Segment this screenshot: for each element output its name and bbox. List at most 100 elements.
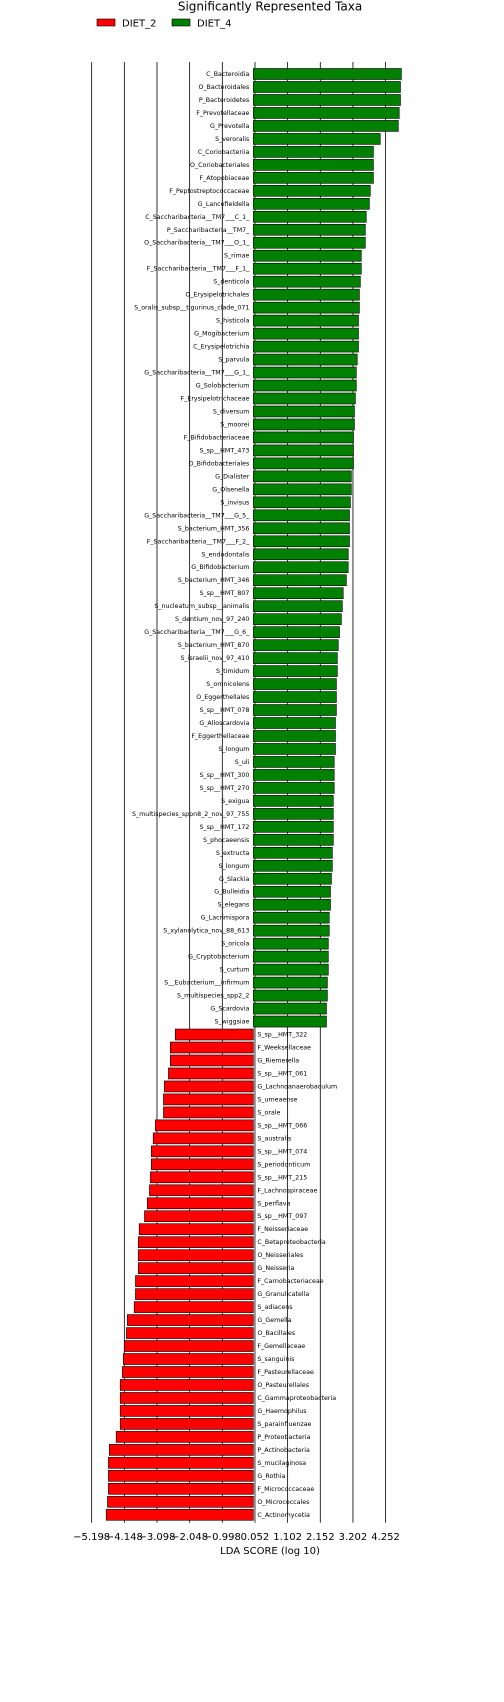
category-label: S_sp__HMT_807 xyxy=(199,590,249,597)
bar xyxy=(163,1106,254,1119)
bar xyxy=(253,821,334,833)
bar xyxy=(108,1470,254,1482)
bar xyxy=(253,223,366,236)
bar xyxy=(253,483,352,496)
legend-label: DIET_4 xyxy=(197,19,231,30)
x-tick-label: −4.148 xyxy=(106,1532,143,1543)
bar xyxy=(152,1132,254,1145)
x-tick-label: −3.098 xyxy=(138,1532,175,1543)
category-label: G_Haemophilus xyxy=(257,1408,306,1415)
bar xyxy=(253,548,349,561)
legend-label: DIET_2 xyxy=(122,19,156,30)
bar xyxy=(122,1366,254,1378)
bar xyxy=(253,288,360,301)
bar xyxy=(253,561,349,574)
bar xyxy=(253,340,359,353)
category-label: S_bacterium_HMT_356 xyxy=(178,525,250,532)
category-label: P_Proteobacteria xyxy=(257,1434,310,1441)
bar xyxy=(253,314,359,327)
category-label: C_Betaproteobacteria xyxy=(257,1239,326,1246)
bar xyxy=(253,989,328,1002)
category-label: O_Bacteroidales xyxy=(198,84,249,91)
category-label: S_uli xyxy=(235,759,250,766)
bar xyxy=(253,834,334,846)
category-label: S_phocaeensis xyxy=(203,837,249,844)
bars: C_Bacteroidia O_Bacteroidales P_Bacteroide… xyxy=(105,68,402,1521)
bar xyxy=(150,1171,254,1184)
category-label: F_Micrococcaceae xyxy=(257,1486,314,1493)
x-tick-label: −2.048 xyxy=(171,1532,208,1543)
bar xyxy=(137,1249,254,1261)
category-label: O_Neisseriales xyxy=(257,1252,303,1259)
bar xyxy=(253,976,328,989)
category-label: F_Weeksellaceae xyxy=(257,1045,311,1052)
bar xyxy=(253,600,343,612)
bar xyxy=(253,146,374,158)
category-label: G_Cryptobacterium xyxy=(188,954,249,961)
category-label: S_bacterium_HMT_346 xyxy=(178,577,250,584)
bar xyxy=(253,392,356,405)
bar xyxy=(253,301,360,314)
category-label: C_Gammaproteobacteria xyxy=(257,1395,336,1402)
category-label: C_Actinomycetia xyxy=(257,1512,310,1519)
category-label: O_Micrococcales xyxy=(257,1499,309,1506)
category-label: F_Saccharibacteria__TM7___F_2_ xyxy=(147,538,250,545)
bar xyxy=(170,1041,254,1054)
bar xyxy=(253,159,374,171)
bar xyxy=(253,924,330,937)
bar xyxy=(253,950,329,963)
category-label: C_Saccharibacteria__TM7___C_1_ xyxy=(145,214,250,221)
bar xyxy=(123,1340,254,1352)
category-label: G_Lacrimispora xyxy=(201,915,250,922)
bar xyxy=(127,1314,254,1326)
category-label: G_Saccharibacteria__TM7___G_5_ xyxy=(144,512,250,519)
category-label: S_endodontalis xyxy=(202,551,250,558)
x-tick-label: 4.252 xyxy=(371,1532,400,1543)
x-tick-label: −5.198 xyxy=(73,1532,110,1543)
category-label: F_Gemellaceae xyxy=(257,1343,305,1350)
bar xyxy=(253,678,337,690)
category-label: S_diversum xyxy=(213,408,250,415)
bar xyxy=(119,1379,254,1391)
category-label: G_Saccharibacteria__TM7___G_1_ xyxy=(144,370,250,377)
category-label: G_Alloscardovia xyxy=(199,720,249,727)
legend: DIET_2 DIET_4 xyxy=(96,19,231,30)
category-label: O_Pasteurellales xyxy=(257,1382,309,1389)
bar xyxy=(144,1210,254,1223)
category-label: G_Mogibacterium xyxy=(194,331,249,338)
bar xyxy=(253,262,362,275)
bar xyxy=(253,444,354,457)
x-tick-label: 2.152 xyxy=(306,1532,335,1543)
category-label: G_Lancefieldella xyxy=(198,201,250,208)
bar xyxy=(155,1119,254,1132)
bar xyxy=(253,172,374,184)
category-label: S_sp__HMT_322 xyxy=(257,1032,307,1039)
category-label: F_Lachnospiraceae xyxy=(257,1187,317,1194)
bar xyxy=(137,1262,254,1274)
category-label: S_multispecies_sppn8_2_nov_97_755 xyxy=(132,811,249,818)
bar xyxy=(253,94,401,106)
category-label: S_rimae xyxy=(224,253,249,260)
bar xyxy=(253,522,350,535)
category-label: S_omnicolens xyxy=(206,681,249,688)
category-label: S_sanguinis xyxy=(257,1356,294,1363)
category-label: F_Bifidobacteriaceae xyxy=(184,434,250,441)
bar xyxy=(253,898,331,911)
bar xyxy=(253,120,399,132)
chart-title: Significantly Represented Taxa xyxy=(178,0,362,14)
bar xyxy=(253,185,371,197)
category-label: S_perflava xyxy=(257,1200,290,1207)
bar xyxy=(253,808,334,820)
bar xyxy=(133,1301,254,1313)
category-label: G_Neisseria xyxy=(257,1265,294,1272)
category-label: S_longum xyxy=(218,746,249,753)
bar xyxy=(253,249,362,262)
bar xyxy=(138,1223,254,1236)
category-label: S_parainfluenzae xyxy=(257,1421,311,1428)
category-label: S_mucilaginosa xyxy=(257,1460,306,1467)
category-label: S_sp__HMT_215 xyxy=(257,1174,307,1181)
bar xyxy=(253,859,333,872)
x-tick-label: 0.052 xyxy=(241,1532,270,1543)
bar xyxy=(164,1080,254,1093)
category-label: C_Erysipelotrichia xyxy=(193,344,249,351)
